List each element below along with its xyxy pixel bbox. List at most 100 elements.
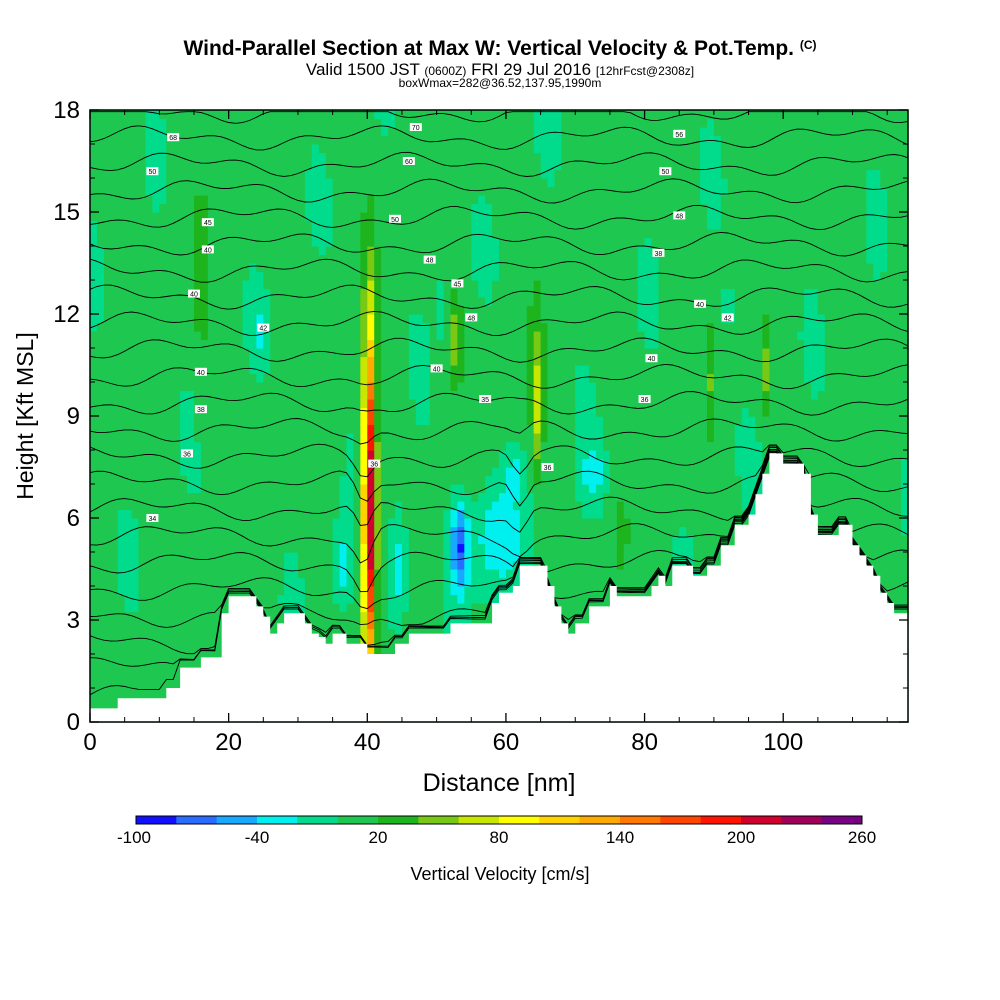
velocity-cell (304, 467, 313, 477)
velocity-cell (346, 450, 355, 460)
velocity-cell (422, 263, 431, 273)
velocity-cell (499, 501, 507, 511)
velocity-cell (152, 467, 160, 477)
velocity-cell (485, 365, 493, 375)
velocity-cell (422, 484, 431, 494)
velocity-cell (478, 424, 486, 434)
velocity-cell (360, 569, 368, 579)
velocity-cell (96, 620, 105, 630)
velocity-cell (124, 518, 133, 528)
velocity-cell (353, 169, 361, 179)
velocity-cell (443, 416, 452, 426)
velocity-cell (138, 305, 147, 315)
velocity-cell (492, 560, 500, 570)
velocity-cell (249, 424, 257, 434)
velocity-cell (512, 135, 521, 145)
velocity-cell (263, 577, 271, 587)
velocity-cell (492, 450, 500, 460)
velocity-cell (145, 135, 153, 145)
velocity-cell (207, 339, 216, 349)
velocity-cell (96, 314, 105, 324)
velocity-cell (367, 314, 375, 324)
velocity-cell (554, 178, 562, 188)
velocity-cell (228, 229, 237, 239)
velocity-cell (242, 110, 251, 120)
velocity-cell (180, 118, 188, 128)
velocity-cell (304, 237, 313, 247)
velocity-cell (90, 271, 98, 281)
velocity-cell (159, 305, 167, 315)
velocity-cell (464, 560, 472, 570)
velocity-cell (512, 195, 521, 205)
velocity-cell (145, 144, 153, 154)
velocity-cell (429, 441, 438, 451)
velocity-cell (464, 407, 472, 417)
velocity-cell (291, 254, 299, 264)
velocity-cell (374, 637, 382, 647)
velocity-cell (193, 280, 202, 290)
velocity-cell (457, 373, 465, 383)
velocity-cell (145, 552, 153, 562)
velocity-cell (526, 271, 535, 281)
velocity-cell (408, 441, 417, 451)
velocity-cell (173, 203, 181, 213)
velocity-cell (166, 144, 174, 154)
velocity-cell (96, 212, 105, 222)
velocity-cell (242, 322, 251, 332)
velocity-cell (471, 322, 479, 332)
velocity-cell (415, 152, 424, 162)
velocity-cell (401, 416, 410, 426)
velocity-cell (429, 356, 438, 366)
velocity-cell (103, 475, 112, 485)
velocity-cell (270, 603, 278, 613)
velocity-cell (131, 127, 140, 137)
velocity-cell (166, 569, 174, 579)
velocity-cell (339, 603, 348, 613)
velocity-cell (311, 390, 320, 400)
velocity-cell (478, 271, 486, 281)
velocity-cell (422, 382, 431, 392)
velocity-cell (547, 450, 556, 460)
velocity-cell (131, 654, 140, 664)
velocity-cell (228, 484, 237, 494)
velocity-cell (443, 501, 452, 511)
velocity-cell (464, 237, 472, 247)
velocity-cell (193, 475, 202, 485)
velocity-cell (436, 229, 445, 239)
velocity-cell (138, 501, 147, 511)
velocity-cell (540, 390, 549, 400)
velocity-cell (408, 203, 417, 213)
velocity-cell (263, 492, 271, 502)
velocity-cell (159, 526, 167, 536)
velocity-cell (395, 492, 403, 502)
velocity-cell (388, 365, 396, 375)
velocity-cell (90, 365, 98, 375)
velocity-cell (291, 356, 299, 366)
velocity-cell (263, 178, 271, 188)
velocity-cell (533, 518, 542, 528)
velocity-cell (450, 586, 458, 596)
velocity-cell (471, 416, 479, 426)
velocity-cell (374, 365, 382, 375)
velocity-cell (242, 118, 251, 128)
velocity-cell (297, 161, 306, 171)
velocity-cell (304, 331, 313, 341)
velocity-cell (221, 433, 230, 443)
velocity-cell (180, 399, 188, 409)
velocity-cell (284, 356, 292, 366)
velocity-cell (318, 526, 327, 536)
velocity-cell (200, 416, 209, 426)
velocity-cell (554, 118, 562, 128)
velocity-cell (561, 594, 569, 604)
velocity-cell (311, 348, 320, 358)
velocity-cell (235, 552, 244, 562)
velocity-cell (408, 424, 417, 434)
velocity-cell (256, 458, 264, 468)
velocity-cell (145, 322, 153, 332)
velocity-cell (124, 535, 133, 545)
velocity-cell (263, 552, 271, 562)
velocity-cell (519, 348, 528, 358)
velocity-cell (492, 348, 500, 358)
velocity-cell (519, 195, 528, 205)
velocity-cell (152, 212, 160, 222)
